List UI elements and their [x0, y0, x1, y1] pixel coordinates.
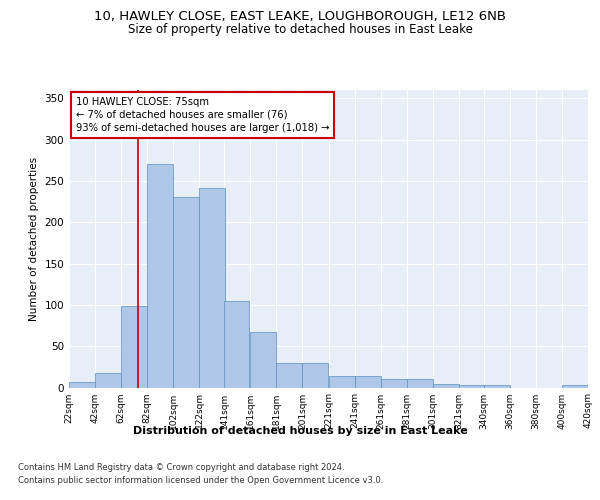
Text: 10 HAWLEY CLOSE: 75sqm
← 7% of detached houses are smaller (76)
93% of semi-deta: 10 HAWLEY CLOSE: 75sqm ← 7% of detached …: [76, 96, 329, 133]
Text: Distribution of detached houses by size in East Leake: Distribution of detached houses by size …: [133, 426, 467, 436]
Bar: [121, 306, 147, 388]
Bar: [562, 385, 588, 388]
Bar: [224, 300, 249, 388]
Bar: [459, 385, 484, 388]
Bar: [433, 384, 459, 388]
Bar: [302, 362, 329, 388]
Bar: [484, 385, 510, 388]
Bar: [380, 379, 407, 388]
Bar: [147, 164, 173, 388]
Text: Contains public sector information licensed under the Open Government Licence v3: Contains public sector information licen…: [18, 476, 383, 485]
Bar: [69, 382, 95, 388]
Bar: [329, 376, 355, 388]
Text: 10, HAWLEY CLOSE, EAST LEAKE, LOUGHBOROUGH, LE12 6NB: 10, HAWLEY CLOSE, EAST LEAKE, LOUGHBOROU…: [94, 10, 506, 23]
Bar: [199, 188, 226, 388]
Bar: [173, 198, 199, 388]
Bar: [355, 376, 380, 388]
Bar: [277, 362, 302, 388]
Bar: [95, 372, 121, 388]
Text: Contains HM Land Registry data © Crown copyright and database right 2024.: Contains HM Land Registry data © Crown c…: [18, 464, 344, 472]
Y-axis label: Number of detached properties: Number of detached properties: [29, 156, 39, 321]
Bar: [250, 332, 277, 388]
Text: Size of property relative to detached houses in East Leake: Size of property relative to detached ho…: [128, 22, 472, 36]
Bar: [407, 379, 433, 388]
